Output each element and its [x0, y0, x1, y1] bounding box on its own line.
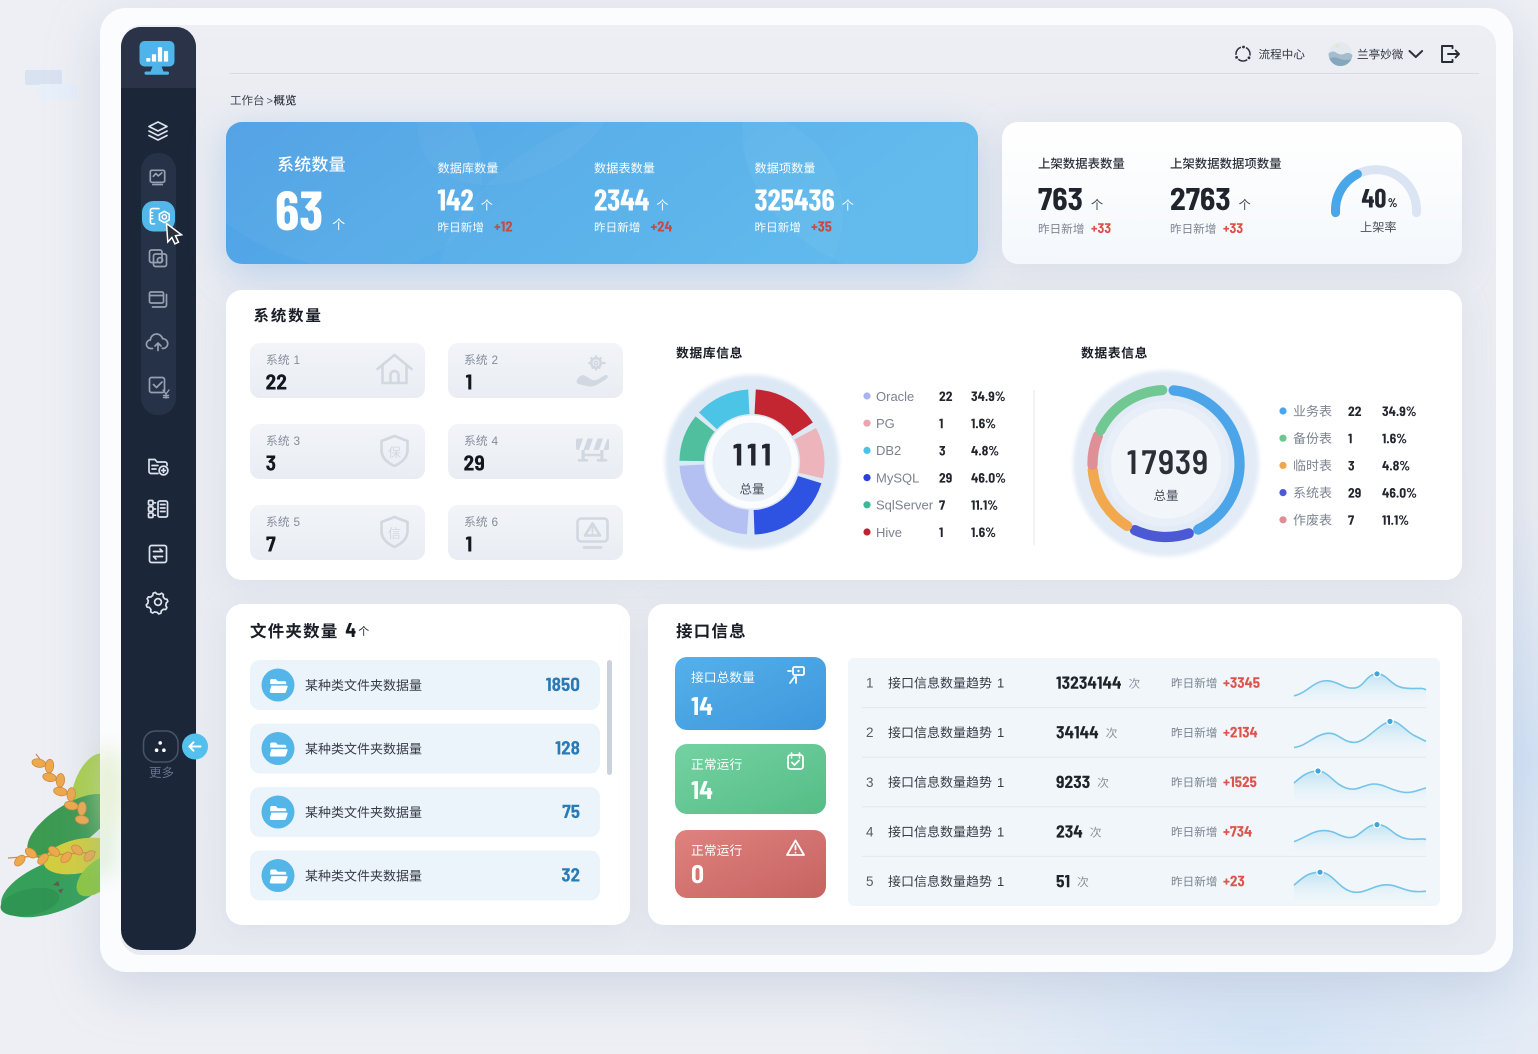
svg-text:6: 6	[492, 515, 499, 529]
svg-text:1: 1	[997, 676, 1004, 691]
svg-text:1: 1	[997, 874, 1004, 889]
svg-text:SqlServer: SqlServer	[876, 498, 934, 513]
svg-text:Oracle: Oracle	[876, 389, 914, 404]
svg-text:MySQL: MySQL	[876, 470, 919, 485]
svg-text:PG: PG	[876, 416, 895, 431]
svg-text:1: 1	[294, 353, 301, 367]
svg-text:2: 2	[866, 725, 874, 740]
svg-text:3: 3	[866, 775, 874, 790]
svg-text:1: 1	[997, 775, 1004, 790]
svg-text:1: 1	[997, 824, 1004, 839]
svg-text:1: 1	[997, 725, 1004, 740]
svg-text:5: 5	[294, 515, 301, 529]
svg-text:DB2: DB2	[876, 443, 901, 458]
svg-text:4: 4	[492, 434, 499, 448]
svg-text:5: 5	[866, 874, 874, 889]
svg-text:1: 1	[866, 676, 874, 691]
svg-text:4: 4	[866, 824, 874, 839]
svg-text:3: 3	[294, 434, 301, 448]
svg-text:2: 2	[492, 353, 499, 367]
svg-text:Hive: Hive	[876, 525, 902, 540]
svg-text:>: >	[267, 96, 273, 108]
